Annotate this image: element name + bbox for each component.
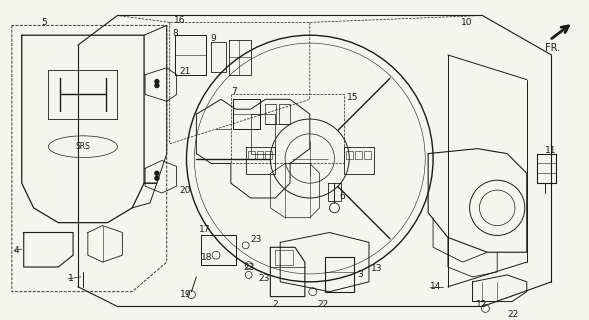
Text: 18: 18 — [201, 253, 213, 262]
Text: 12: 12 — [475, 300, 487, 309]
Text: 23: 23 — [244, 262, 255, 272]
Text: FR.: FR. — [545, 43, 560, 53]
Text: 5: 5 — [41, 18, 47, 27]
Circle shape — [155, 80, 159, 84]
Bar — [266, 151, 272, 158]
Text: 17: 17 — [199, 225, 211, 234]
Text: 22: 22 — [507, 310, 518, 319]
Circle shape — [155, 176, 159, 180]
Text: 23: 23 — [259, 274, 270, 284]
Text: 22: 22 — [317, 300, 329, 309]
Text: 14: 14 — [430, 282, 442, 291]
Bar — [355, 151, 362, 158]
Circle shape — [155, 84, 159, 87]
Text: 3: 3 — [357, 270, 363, 279]
Text: 16: 16 — [174, 16, 185, 25]
Text: 15: 15 — [348, 93, 359, 102]
Text: 8: 8 — [173, 29, 178, 38]
Bar — [364, 151, 371, 158]
Bar — [266, 104, 276, 124]
Text: 4: 4 — [14, 246, 19, 255]
Text: 1: 1 — [68, 274, 74, 284]
Text: 6: 6 — [339, 191, 345, 201]
Text: 21: 21 — [180, 67, 191, 76]
Text: 2: 2 — [272, 300, 278, 309]
Text: 11: 11 — [545, 146, 556, 155]
Bar — [346, 151, 353, 158]
Text: 10: 10 — [461, 18, 472, 27]
Bar — [247, 151, 254, 158]
Circle shape — [155, 171, 159, 175]
Text: 7: 7 — [231, 87, 237, 96]
Text: 19: 19 — [180, 290, 191, 299]
Text: 13: 13 — [371, 265, 382, 274]
Text: 23: 23 — [250, 235, 262, 244]
Bar — [257, 151, 263, 158]
Text: 9: 9 — [210, 34, 216, 43]
Bar — [279, 104, 290, 124]
Text: SRS: SRS — [75, 142, 90, 151]
Text: 20: 20 — [180, 186, 191, 195]
